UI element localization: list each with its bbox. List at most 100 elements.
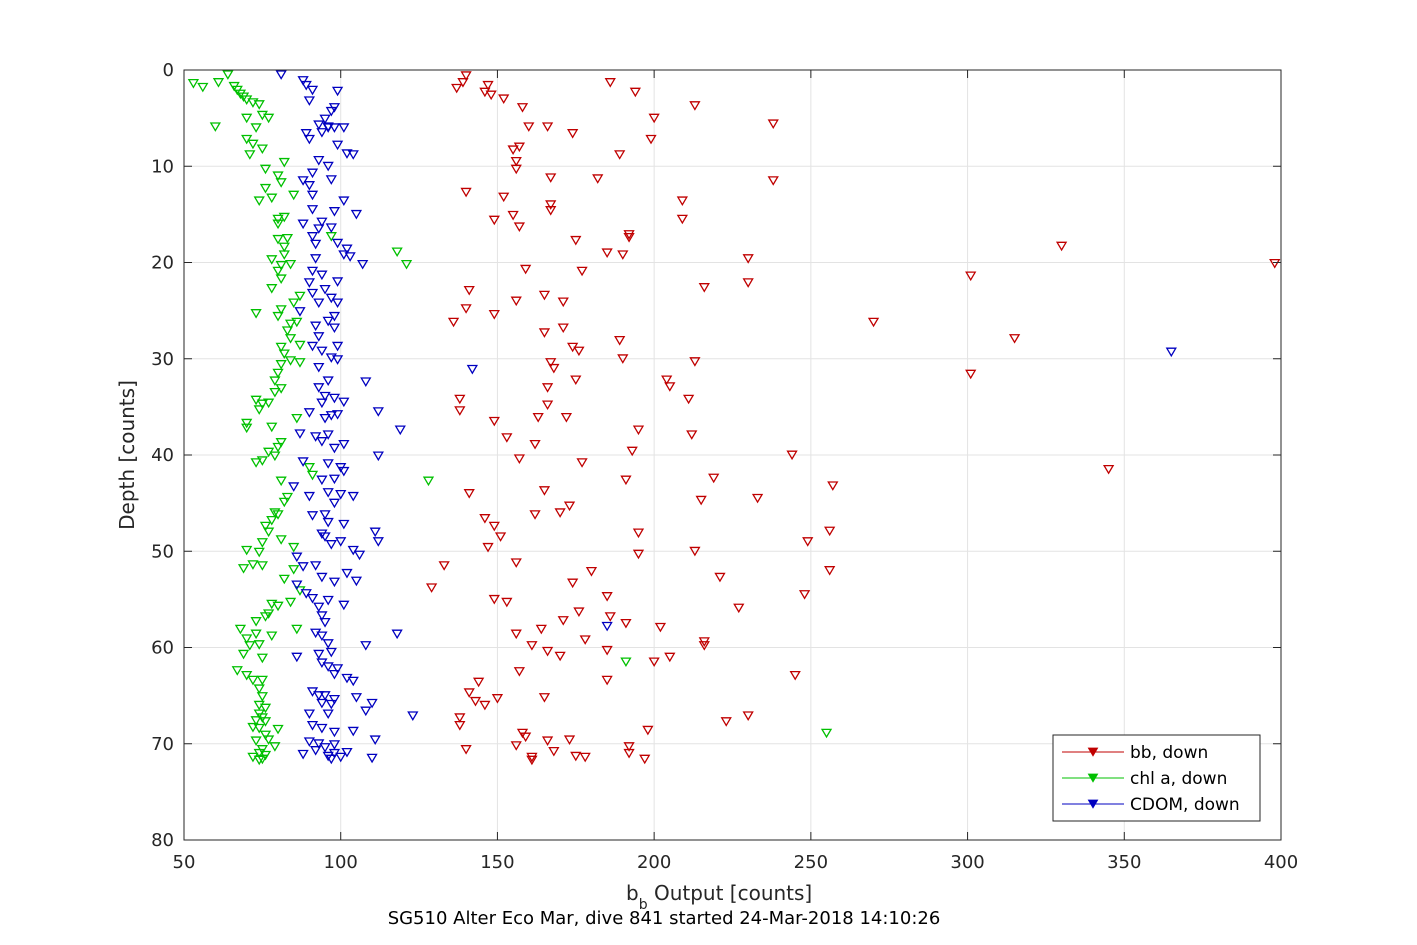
- data-point: [563, 501, 576, 512]
- data-point: [310, 432, 322, 442]
- data-point: [331, 298, 344, 309]
- data-point: [281, 326, 294, 336]
- data-point: [259, 164, 272, 175]
- data-point: [338, 600, 350, 611]
- data-point: [272, 219, 284, 230]
- data-point: [570, 751, 582, 762]
- data-point: [328, 393, 341, 404]
- data-point: [306, 511, 319, 521]
- data-point: [454, 713, 466, 723]
- data-point: [322, 376, 334, 386]
- data-point: [212, 78, 225, 88]
- legend-marker: [1087, 773, 1099, 783]
- data-point: [272, 311, 284, 322]
- data-point: [275, 360, 287, 370]
- y-tick-label: 50: [151, 541, 174, 562]
- y-tick-label: 30: [151, 349, 174, 370]
- data-point: [253, 640, 265, 650]
- data-point: [250, 458, 262, 468]
- data-point: [648, 657, 660, 668]
- data-point: [284, 334, 297, 344]
- data-point: [538, 693, 551, 703]
- data-point: [488, 521, 500, 532]
- data-point: [350, 693, 363, 703]
- data-point: [322, 430, 334, 440]
- data-point: [742, 711, 754, 721]
- data-point: [601, 248, 613, 258]
- data-point: [310, 239, 322, 250]
- data-point: [241, 423, 253, 434]
- data-point: [328, 727, 341, 738]
- data-point: [698, 641, 710, 651]
- data-point: [322, 639, 334, 649]
- data-point: [253, 723, 265, 734]
- data-point: [241, 545, 253, 556]
- data-point: [338, 519, 350, 530]
- data-point: [451, 83, 463, 94]
- data-point: [316, 398, 328, 409]
- data-point: [256, 754, 268, 765]
- y-axis-label: Depth [counts]: [115, 380, 139, 530]
- data-point: [269, 742, 281, 752]
- data-point: [256, 692, 268, 702]
- data-point: [510, 164, 522, 175]
- data-point: [319, 532, 331, 542]
- y-tick-label: 20: [151, 253, 174, 274]
- data-point: [867, 317, 880, 328]
- data-point: [513, 667, 526, 677]
- data-point: [538, 290, 551, 301]
- data-point: [328, 323, 341, 334]
- data-point: [269, 376, 281, 386]
- data-point: [288, 482, 300, 492]
- data-point: [237, 649, 250, 660]
- data-point: [272, 724, 284, 735]
- data-point: [601, 592, 613, 602]
- data-point: [344, 252, 356, 262]
- data-point: [278, 574, 290, 585]
- data-point: [319, 510, 331, 520]
- series-1: [187, 70, 833, 766]
- data-point: [250, 736, 262, 746]
- data-point: [313, 298, 325, 309]
- data-point: [325, 223, 337, 233]
- data-point: [247, 722, 259, 733]
- data-point: [460, 71, 472, 81]
- data-point: [463, 285, 475, 296]
- data-point: [494, 532, 507, 542]
- data-points: [187, 70, 1281, 766]
- data-point: [269, 451, 281, 462]
- data-point: [708, 473, 720, 484]
- data-point: [275, 178, 287, 188]
- data-point: [447, 317, 460, 328]
- data-point: [541, 122, 554, 132]
- data-point: [466, 364, 478, 375]
- data-point: [1008, 334, 1021, 344]
- data-point: [209, 122, 221, 132]
- data-point: [664, 652, 676, 663]
- data-point: [733, 603, 745, 614]
- data-point: [488, 594, 500, 605]
- data-point: [281, 492, 294, 503]
- data-point: [567, 129, 579, 139]
- data-point: [554, 651, 566, 662]
- data-point: [259, 717, 272, 727]
- data-point: [294, 291, 306, 302]
- data-point: [601, 675, 613, 686]
- data-point: [284, 597, 297, 608]
- data-point: [535, 624, 547, 635]
- data-point: [322, 517, 334, 528]
- data-point: [288, 190, 300, 201]
- data-point: [570, 375, 582, 386]
- data-point: [275, 274, 287, 284]
- data-point: [1269, 258, 1281, 269]
- data-point: [742, 254, 754, 264]
- data-point: [319, 391, 331, 402]
- legend-label: chl a, down: [1130, 769, 1227, 789]
- data-point: [350, 209, 363, 220]
- data-point: [498, 192, 510, 203]
- axis-ticks: 50 100 150 200 250 300 350 400 0 10 20 30 40 50 60 70 80: [151, 60, 1298, 873]
- data-point: [676, 214, 688, 225]
- data-point: [259, 183, 272, 194]
- data-point: [256, 399, 268, 410]
- data-point: [573, 607, 585, 617]
